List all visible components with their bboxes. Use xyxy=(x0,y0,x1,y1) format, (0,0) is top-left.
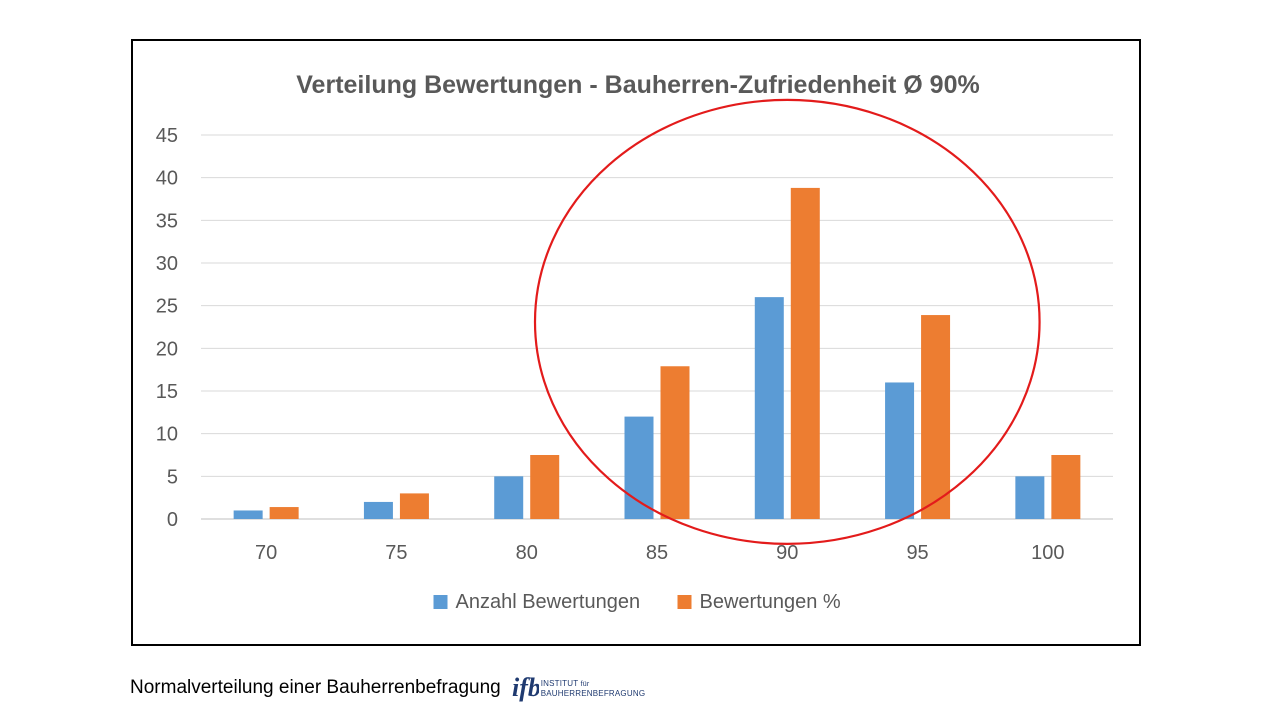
x-tick-label: 80 xyxy=(516,542,538,564)
y-tick-label: 5 xyxy=(167,466,178,488)
annotation-layer xyxy=(533,98,1041,545)
x-tick-label: 70 xyxy=(255,542,277,564)
x-axis-ticks: 70 75 80 85 90 95 100 xyxy=(255,542,1065,564)
y-tick-label: 20 xyxy=(156,338,178,360)
bar-prozent-70 xyxy=(269,507,299,519)
bar-anzahl-70 xyxy=(233,510,263,519)
bar-prozent-90 xyxy=(790,187,820,519)
bar-anzahl-75 xyxy=(363,501,393,519)
bar-prozent-95 xyxy=(921,315,951,519)
bar-anzahl-100 xyxy=(1015,476,1045,519)
grid-lines xyxy=(201,134,1113,520)
legend-label-1: Bewertungen % xyxy=(700,591,841,613)
logo-line1-small: für xyxy=(580,680,590,688)
x-tick-label: 95 xyxy=(906,542,928,564)
y-tick-label: 35 xyxy=(156,210,178,232)
y-tick-label: 0 xyxy=(167,509,178,531)
bar-anzahl-95 xyxy=(885,382,915,519)
x-tick-label: 85 xyxy=(646,542,668,564)
y-tick-label: 10 xyxy=(156,424,178,446)
logo-line1: INSTITUT xyxy=(540,678,579,688)
y-tick-label: 15 xyxy=(156,381,178,403)
bar-anzahl-85 xyxy=(624,416,654,519)
x-tick-label: 100 xyxy=(1031,542,1064,564)
y-axis-ticks: 0 5 10 15 20 25 30 35 40 45 xyxy=(156,125,178,531)
bar-prozent-85 xyxy=(660,366,690,519)
bar-prozent-100 xyxy=(1051,455,1081,519)
y-tick-label: 25 xyxy=(156,296,178,318)
ifb-logo-text: INSTITUT für BAUHERRENBEFRAGUNG xyxy=(541,679,646,698)
y-tick-label: 40 xyxy=(156,168,178,190)
x-tick-label: 75 xyxy=(385,542,407,564)
bar-prozent-80 xyxy=(530,455,560,519)
caption: Normalverteilung einer Bauherrenbefragun… xyxy=(130,677,501,698)
legend-label-0: Anzahl Bewertungen xyxy=(456,591,641,613)
bar-prozent-75 xyxy=(399,493,429,519)
chart: Verteilung Bewertungen - Bauherren-Zufri… xyxy=(156,71,1113,613)
highlight-ellipse xyxy=(533,98,1041,545)
chart-frame: Verteilung Bewertungen - Bauherren-Zufri… xyxy=(131,39,1141,646)
caption-row: Normalverteilung einer Bauherrenbefragun… xyxy=(130,668,645,708)
bar-anzahl-80 xyxy=(494,476,524,519)
svg-text:ifb: ifb xyxy=(512,673,539,702)
bars xyxy=(233,187,1081,519)
legend: Anzahl Bewertungen Bewertungen % xyxy=(433,591,841,613)
x-tick-label: 90 xyxy=(776,542,798,564)
y-tick-label: 45 xyxy=(156,125,178,147)
ifb-logo-mark: ifb xyxy=(512,673,539,702)
legend-swatch-1 xyxy=(677,595,692,609)
ifb-logo: ifb INSTITUT für BAUHERRENBEFRAGUNG xyxy=(511,668,646,708)
bar-anzahl-90 xyxy=(754,297,784,519)
chart-title: Verteilung Bewertungen - Bauherren-Zufri… xyxy=(296,71,979,99)
y-tick-label: 30 xyxy=(156,253,178,275)
logo-line2: BAUHERRENBEFRAGUNG xyxy=(540,688,646,698)
legend-swatch-0 xyxy=(433,595,448,609)
